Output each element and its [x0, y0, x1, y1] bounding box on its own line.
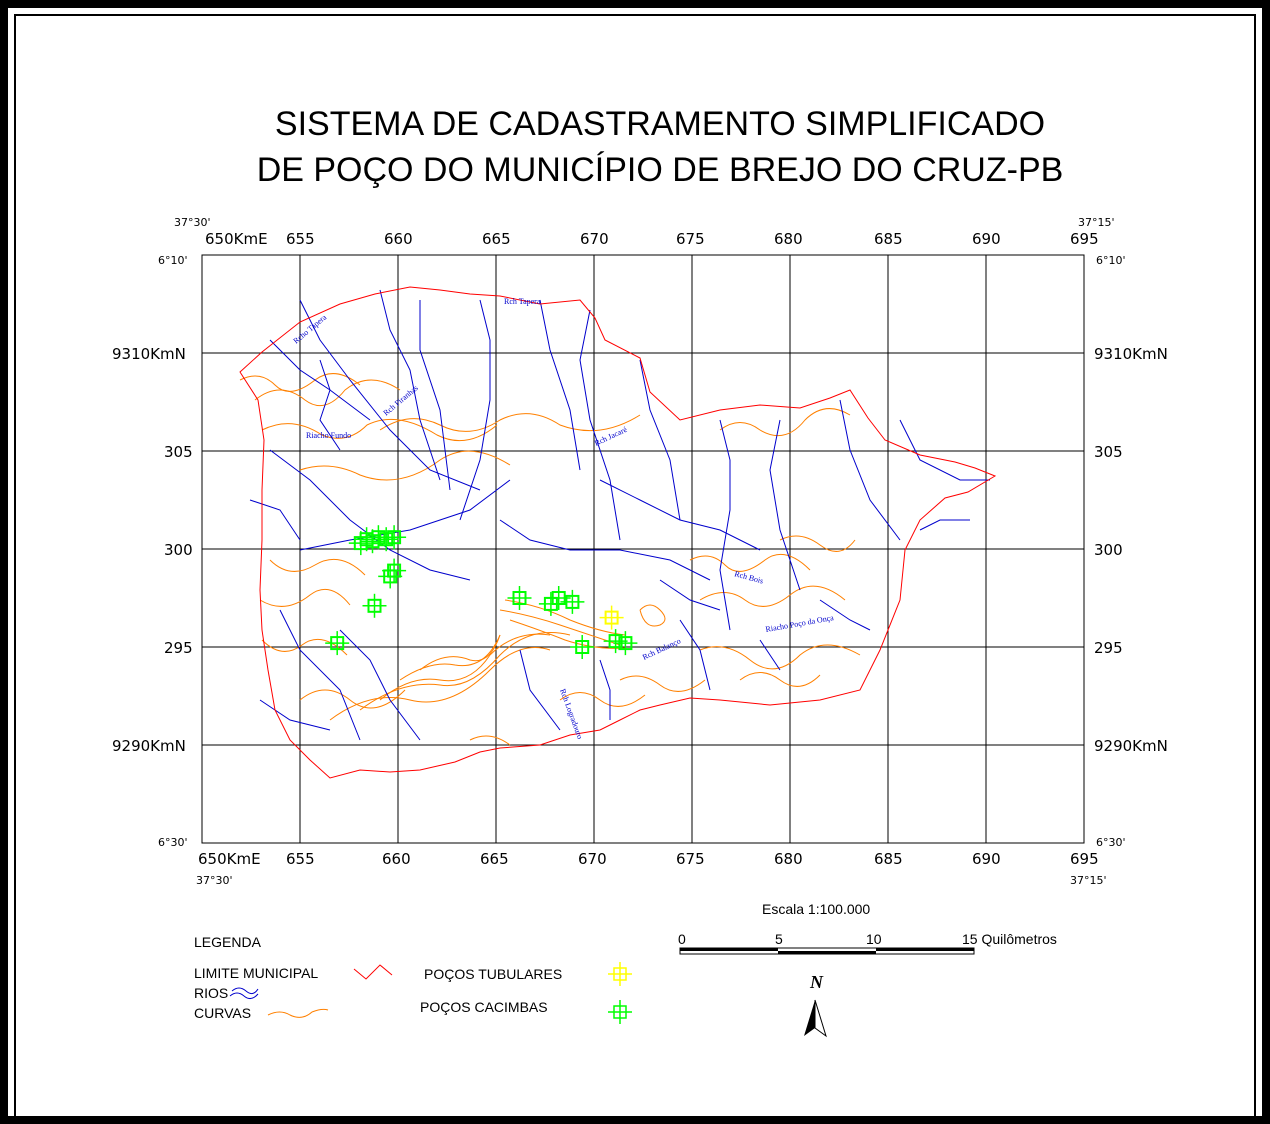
well-cacimba-marker — [382, 525, 407, 550]
scale-bar-segment — [876, 948, 974, 951]
corner-lon-label: 37°15' — [1078, 216, 1115, 229]
easting-label: 695 — [1070, 850, 1099, 868]
contour-lines — [239, 373, 861, 746]
well-tubular-marker — [599, 605, 624, 630]
municipal-boundary — [239, 286, 997, 779]
northing-label: 300 — [164, 541, 193, 559]
north-arrow-left — [804, 1000, 815, 1036]
easting-labels-top: 650KmE 655 660 665 670 675 680 685 690 6… — [205, 230, 1099, 248]
corner-lat-label: 6°10' — [158, 254, 188, 267]
well-cacimba-marker — [362, 593, 387, 618]
legend-label: RIOS — [194, 985, 228, 1001]
well-cacimba-marker — [560, 589, 585, 614]
legend-label: POÇOS CACIMBAS — [420, 999, 548, 1015]
northing-label: 9310KmN — [112, 345, 186, 363]
well-cacimba-marker — [570, 635, 595, 659]
easting-label: 655 — [286, 850, 315, 868]
easting-label: 665 — [482, 230, 511, 248]
well-cacimba-marker — [507, 586, 532, 610]
northing-label: 305 — [164, 443, 193, 461]
corner-lon-label: 37°30' — [196, 874, 233, 887]
northing-labels-right: 9310KmN 305 300 295 9290KmN — [1094, 345, 1168, 755]
north-arrow: N — [804, 972, 827, 1038]
scale-tick-label: 0 — [678, 931, 686, 947]
geographic-corner-labels: 37°30' 37°15' 37°30' 37°15' 6°10' 6°10' … — [158, 216, 1126, 887]
inner-frame — [14, 14, 1256, 1124]
easting-label: 675 — [676, 850, 705, 868]
scale-tick-label: 5 — [775, 931, 783, 947]
easting-label: 690 — [972, 850, 1001, 868]
map-title-line1: SISTEMA DE CADASTRAMENTO SIMPLIFICADO — [274, 105, 1046, 143]
river-label: Riacho Poço da Onça — [765, 613, 835, 634]
wells-layer — [325, 525, 638, 659]
legend-heading: LEGENDA — [194, 934, 262, 950]
easting-label: 665 — [480, 850, 509, 868]
easting-label: 660 — [382, 850, 411, 868]
well-cacimba-marker — [613, 631, 638, 656]
easting-label: 685 — [874, 230, 903, 248]
easting-label: 685 — [874, 850, 903, 868]
legend-boundary-symbol — [353, 964, 393, 980]
scale-bar-segment — [778, 951, 876, 954]
scale-tick-label: 15 Quilômetros — [962, 931, 1057, 947]
legend-tubular-symbol — [608, 962, 632, 986]
river-label: Rch Tapera — [504, 297, 541, 306]
north-arrow-right — [814, 999, 827, 1038]
river-label: Rch Piranhas — [382, 383, 420, 417]
corner-lat-label: 6°30' — [158, 836, 188, 849]
northing-label: 305 — [1094, 443, 1123, 461]
northing-label: 9310KmN — [1094, 345, 1168, 363]
well-cacimba-marker — [382, 558, 407, 583]
northing-label: 295 — [1094, 639, 1123, 657]
legend-label: CURVAS — [194, 1005, 251, 1021]
grid-lines — [202, 255, 1084, 843]
northing-labels-left: 9310KmN 305 300 295 9290KmN — [112, 345, 193, 755]
river-label: Rch Bois — [733, 569, 764, 585]
corner-lon-label: 37°15' — [1070, 874, 1107, 887]
scale-bar-segment — [680, 948, 778, 951]
easting-labels-bottom: 650KmE 655 660 665 670 675 680 685 690 6… — [198, 850, 1099, 868]
legend-cacimba-symbol — [608, 1000, 632, 1024]
northing-label: 300 — [1094, 541, 1123, 559]
river-label: Riacho Fundo — [306, 431, 351, 440]
northing-label: 295 — [164, 639, 193, 657]
scale-tick-label: 10 — [866, 931, 882, 947]
easting-label: 655 — [286, 230, 315, 248]
easting-label: 675 — [676, 230, 705, 248]
legend-label: LIMITE MUNICIPAL — [194, 965, 318, 981]
well-cacimba-marker — [603, 629, 628, 654]
easting-label: 650KmE — [205, 230, 268, 248]
easting-label: 690 — [972, 230, 1001, 248]
legend-label: POÇOS TUBULARES — [424, 966, 562, 982]
scale-title: Escala 1:100.000 — [762, 901, 870, 917]
northing-label: 9290KmN — [1094, 737, 1168, 755]
legend-river-symbol — [229, 987, 259, 1000]
northing-label: 9290KmN — [112, 737, 186, 755]
easting-label: 680 — [774, 230, 803, 248]
river-network — [249, 289, 990, 741]
legend: LEGENDA LIMITE MUNICIPAL RIOS CURVAS POÇ… — [194, 934, 632, 1024]
corner-lat-label: 6°30' — [1096, 836, 1126, 849]
easting-label: 680 — [774, 850, 803, 868]
map-title-line2: DE POÇO DO MUNICÍPIO DE BREJO DO CRUZ-PB — [256, 151, 1064, 189]
north-arrow-letter: N — [809, 972, 824, 992]
scale-bar: Escala 1:100.000 0 5 10 15 Quilômetros — [678, 901, 1057, 955]
easting-label: 650KmE — [198, 850, 261, 868]
easting-label: 670 — [580, 230, 609, 248]
corner-lat-label: 6°10' — [1096, 254, 1126, 267]
legend-contour-symbol — [267, 1008, 329, 1018]
corner-lon-label: 37°30' — [174, 216, 211, 229]
well-cacimba-marker — [325, 631, 350, 656]
river-label: Rch Balanço — [641, 636, 682, 662]
easting-label: 660 — [384, 230, 413, 248]
river-label: Rch Logradouro — [558, 688, 584, 741]
easting-label: 670 — [578, 850, 607, 868]
easting-label: 695 — [1070, 230, 1099, 248]
